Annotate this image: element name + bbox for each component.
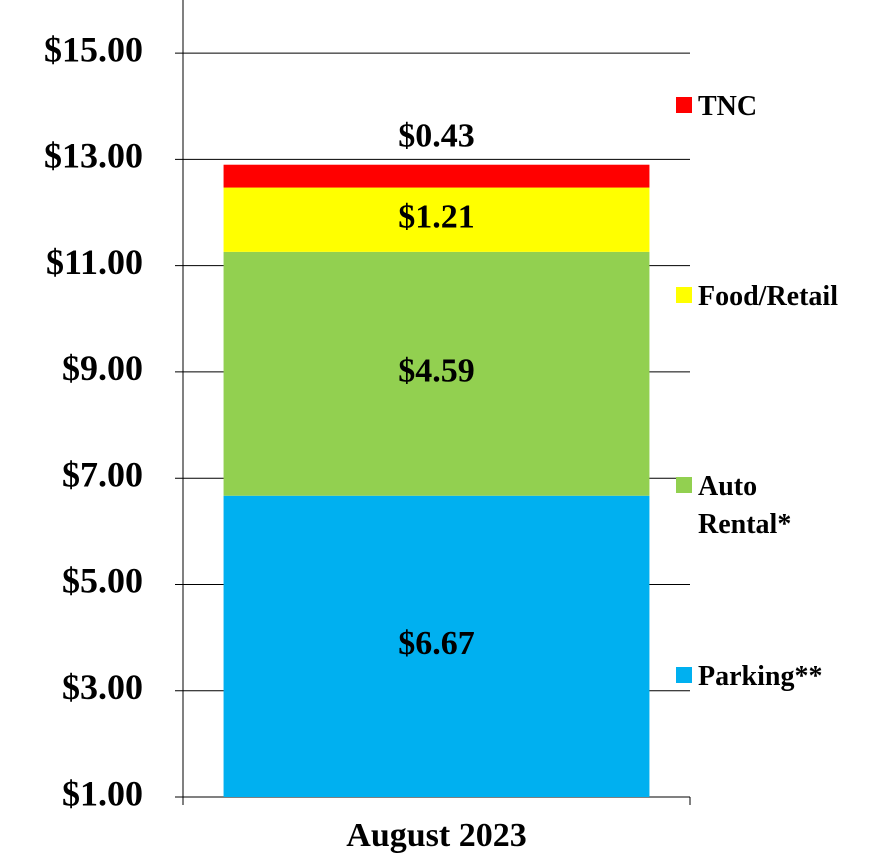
y-tick-label: $13.00	[44, 136, 143, 176]
legend-swatch	[676, 477, 692, 493]
bar-segment	[223, 164, 650, 188]
legend-label: TNC	[698, 91, 758, 122]
data-label: $1.21	[398, 199, 475, 236]
y-tick-label: $1.00	[62, 773, 143, 813]
y-tick-label: $7.00	[62, 454, 143, 494]
legend-item: TNC	[676, 88, 866, 126]
legend-label: Parking**	[698, 661, 823, 692]
legend-item: Food/Retail	[676, 278, 866, 316]
y-tick-label: $3.00	[62, 667, 143, 707]
y-tick-label: $5.00	[62, 561, 143, 601]
legend-swatch	[676, 287, 692, 303]
y-tick-label: $15.00	[44, 29, 143, 69]
legend-swatch	[676, 97, 692, 113]
legend-swatch	[676, 667, 692, 683]
legend-item: Auto Rental*	[676, 468, 866, 544]
y-tick-label: $9.00	[62, 348, 143, 388]
y-tick-label: $11.00	[46, 242, 143, 282]
bar-segment	[223, 187, 650, 252]
legend-label: Food/Retail	[698, 281, 838, 312]
x-tick-label: August 2023	[346, 817, 526, 854]
legend-item: Parking**	[676, 658, 866, 696]
data-label: $6.67	[398, 625, 475, 662]
data-label: $0.43	[398, 118, 475, 155]
bar-segment	[223, 251, 650, 496]
data-label: $4.59	[398, 353, 475, 390]
bar-segment	[223, 495, 650, 797]
legend-label: Auto Rental*	[698, 471, 792, 540]
